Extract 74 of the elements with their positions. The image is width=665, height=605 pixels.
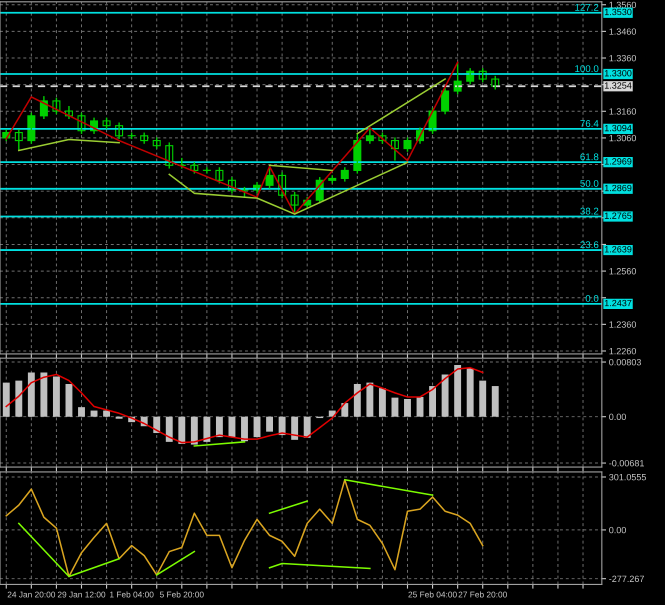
bar (28, 372, 35, 417)
bar (78, 407, 85, 417)
bar (190, 416, 198, 445)
ref-line-label: 1.3530 (604, 8, 632, 16)
y-tick-label: 1.3160 (609, 108, 636, 115)
bar (40, 372, 48, 417)
x-tick-label: 1 Feb 04:00 (110, 591, 154, 598)
ref-line-label: 1.2869 (604, 184, 632, 192)
bar (254, 416, 260, 438)
bar (228, 416, 236, 438)
annotation: 76.4 (580, 120, 599, 127)
y-tick-label: 1.3360 (609, 54, 636, 62)
ref-line-label: 1.3094 (604, 124, 632, 132)
annotation: 127.2 (575, 4, 598, 11)
bar (354, 384, 361, 417)
x-tick-label: 25 Feb 04:00 (408, 591, 457, 598)
bar (241, 416, 248, 442)
y-tick-label: 301.0555 (609, 474, 646, 480)
y-tick-label: 0.00803 (609, 359, 642, 366)
annotation: 61.8 (580, 153, 598, 160)
bar (278, 416, 286, 436)
line-series (6, 479, 484, 578)
bar (15, 380, 22, 417)
x-tick-label: 29 Jan 12:00 (58, 592, 106, 598)
bar (366, 382, 374, 417)
bar (479, 380, 486, 417)
bar (291, 416, 298, 440)
bar (454, 364, 462, 417)
y-tick-label: 1.3060 (609, 134, 636, 142)
y-tick-label: 1.2360 (609, 321, 636, 328)
bar (178, 416, 186, 444)
ref-line-label: 1.2969 (604, 158, 632, 165)
ref-line-label: 1.3300 (604, 70, 632, 76)
x-tick-label: 27 Feb 20:00 (458, 591, 507, 598)
bar (416, 396, 424, 417)
bar (103, 410, 110, 417)
bar (52, 376, 60, 417)
bar (2, 382, 10, 417)
bar (66, 384, 72, 417)
ref-line-label: 1.3254 (604, 82, 632, 89)
bar (392, 398, 398, 417)
bar (304, 416, 311, 438)
ref-line-label: 1.2639 (604, 246, 632, 252)
ref-line-label: 1.2765 (604, 212, 632, 219)
bar (429, 386, 436, 417)
annotation: 100.0 (575, 65, 598, 72)
bar (404, 398, 411, 417)
bar (466, 368, 474, 417)
ref-line-label: 1.2437 (604, 300, 632, 306)
y-tick-label: 1.3460 (609, 28, 636, 35)
y-tick-label: -277.267 (609, 576, 644, 582)
y-tick-label: 1.3560 (609, 2, 636, 8)
candlestick (202, 166, 211, 174)
annotation: 50.0 (580, 180, 598, 187)
bar (442, 374, 449, 417)
bar (203, 416, 210, 442)
line-series (6, 366, 484, 444)
y-tick-label: 1.2260 (609, 348, 636, 354)
x-tick-label: 5 Feb 20:00 (160, 591, 204, 598)
bar (378, 388, 386, 417)
y-tick-label: -0.00681 (609, 460, 644, 466)
y-tick-label: 0.00 (609, 526, 626, 534)
y-tick-label: 1.2560 (609, 268, 636, 274)
annotation: 38.2 (580, 208, 598, 215)
x-tick-label: 24 Jan 20:00 (8, 592, 56, 598)
bar (492, 386, 499, 417)
line-series (168, 162, 408, 215)
y-tick-label: 0.00 (609, 414, 626, 420)
bar (90, 410, 98, 417)
candlestick (128, 132, 136, 140)
bar (266, 416, 274, 432)
annotation: 0.0 (586, 295, 598, 302)
bar (216, 416, 223, 438)
annotation: 23.6 (580, 241, 598, 248)
